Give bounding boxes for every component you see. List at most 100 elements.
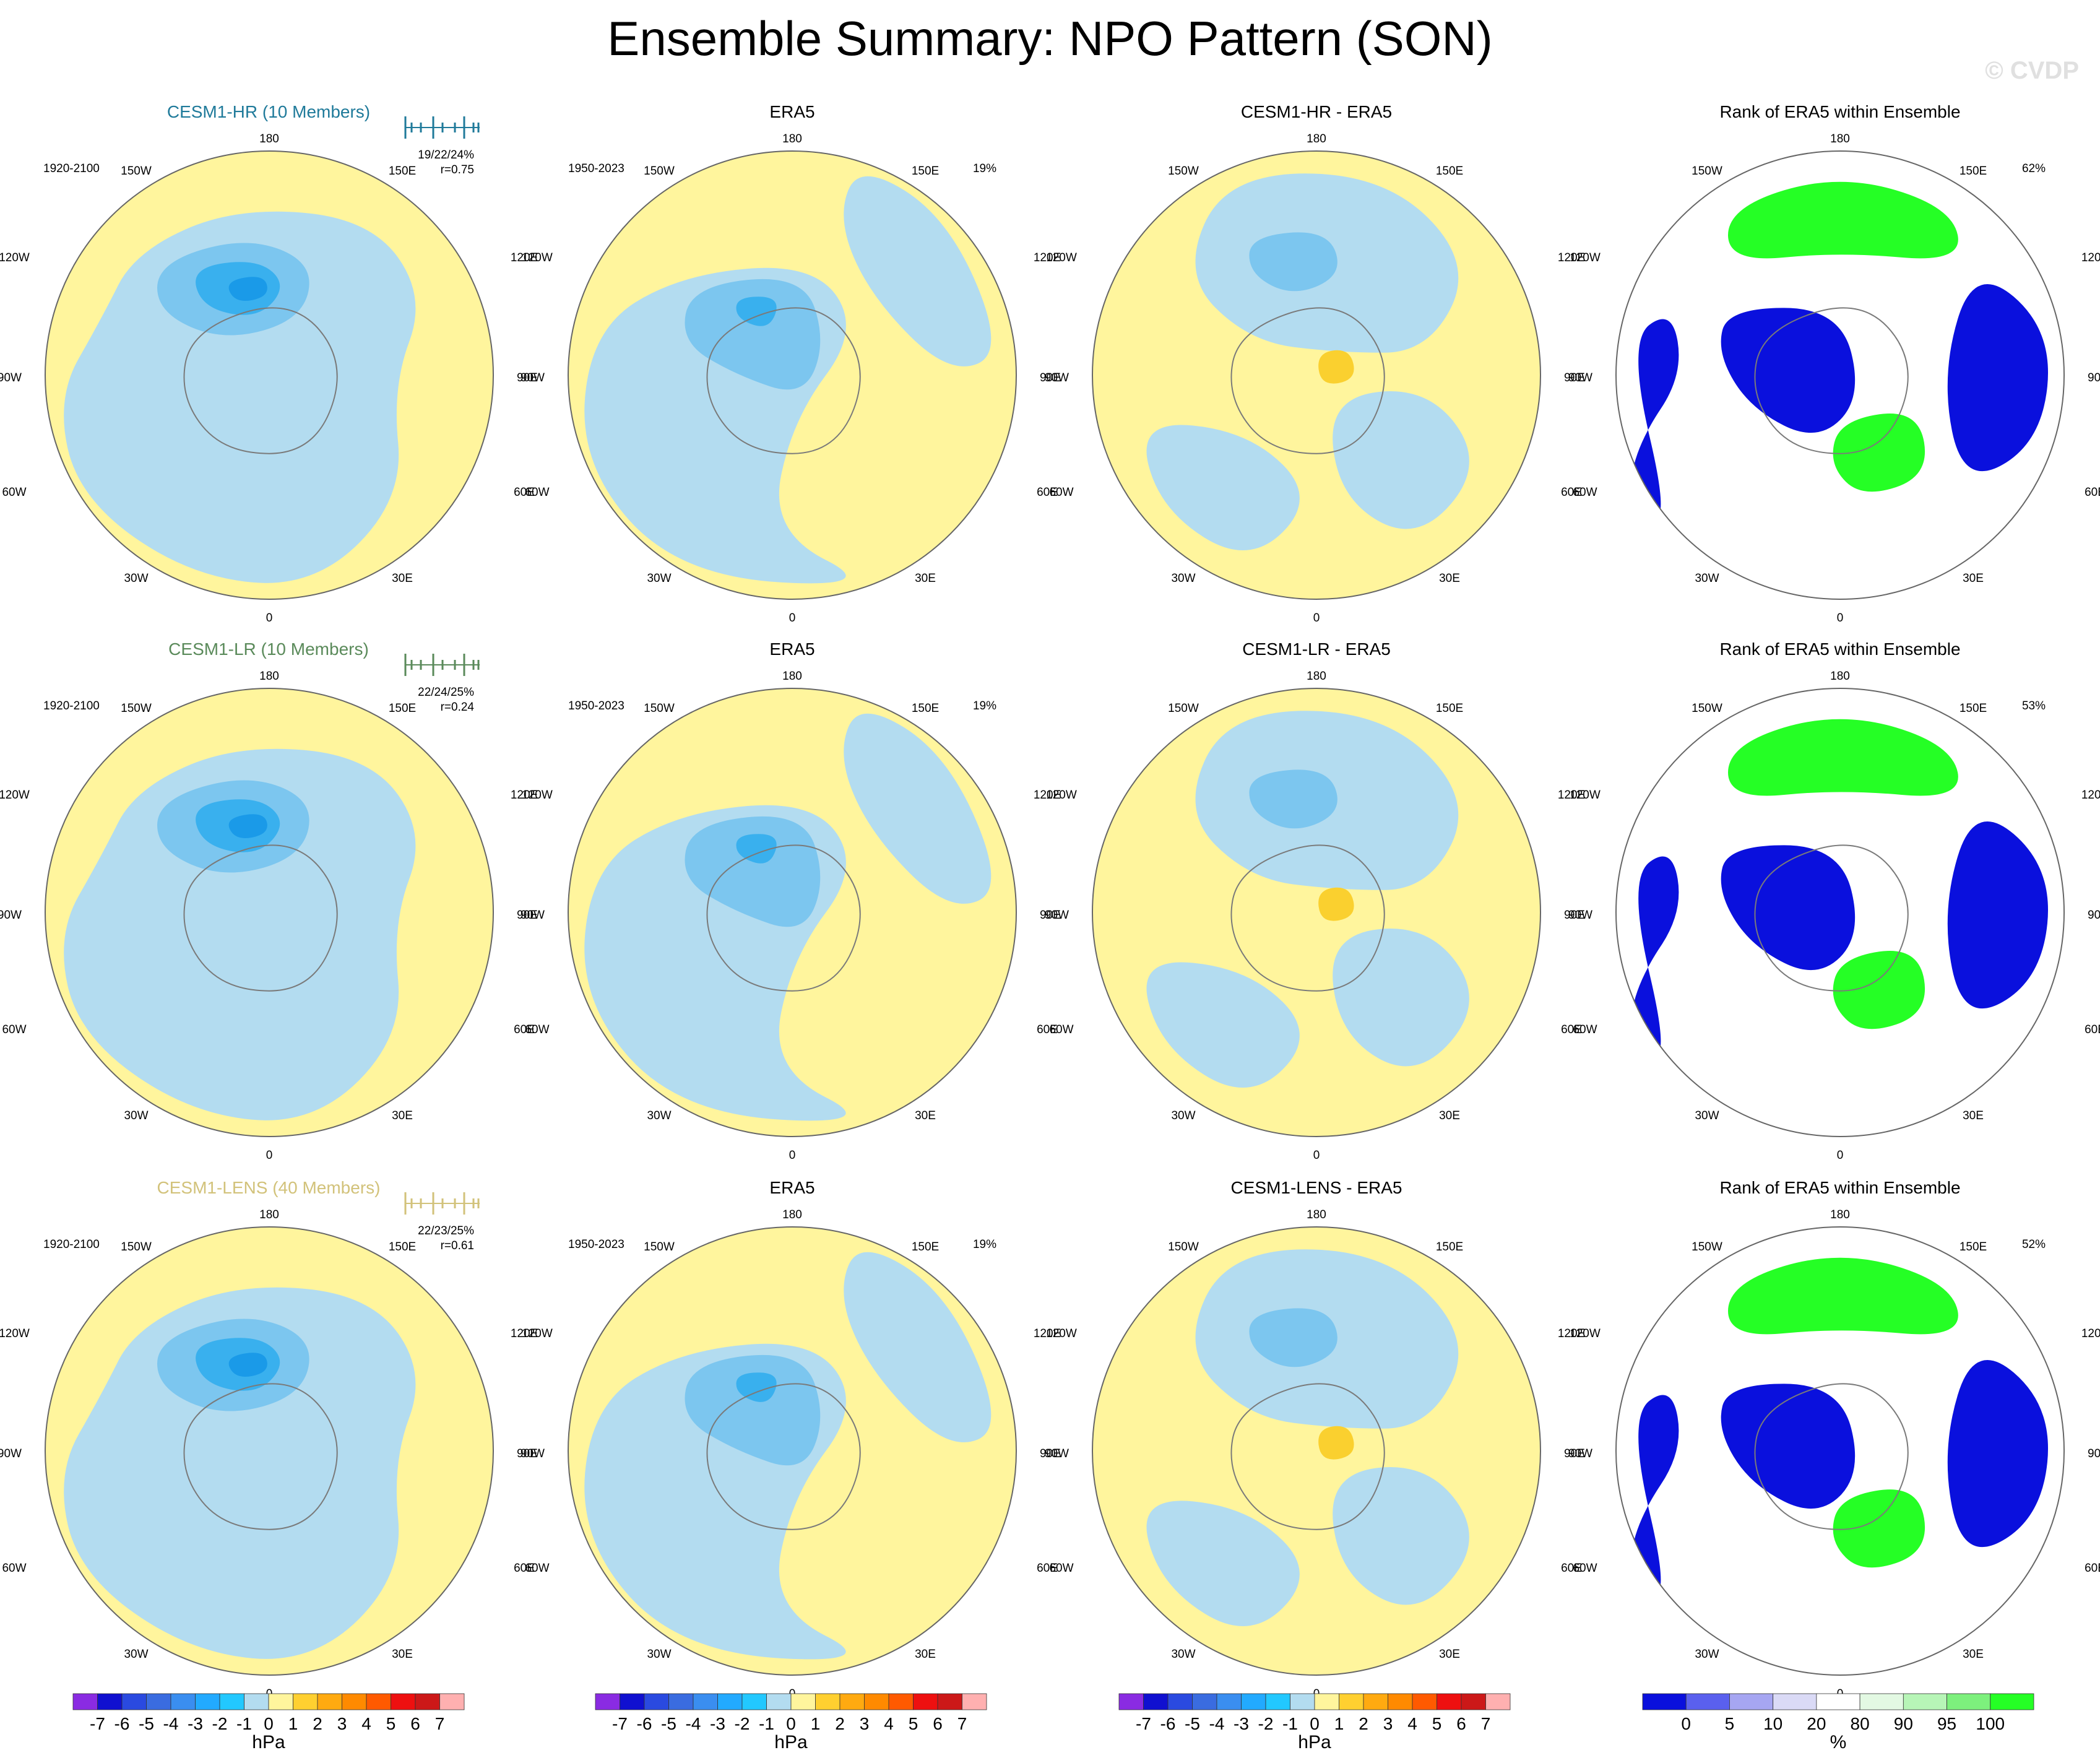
colorbar-swatch: [1216, 1693, 1242, 1710]
map-border: [568, 150, 1017, 600]
colorbar-swatch: [317, 1693, 342, 1710]
contour-region: [1146, 962, 1300, 1088]
colorbar-tick-label: 4: [884, 1714, 894, 1733]
map-panel-rank-r1: 180 0 150W 150E 120W 120E 90W 90E 60W 60E 30W 30E: [1568, 132, 2100, 625]
rank-title: Rank of ERA5 within Ensemble: [1719, 639, 1960, 659]
colorbar-tick-label: -1: [759, 1714, 774, 1733]
lon-label-top: 180: [1830, 132, 1850, 145]
coastline: [1230, 307, 1385, 454]
colorbar-swatch: [195, 1693, 220, 1710]
contour-region: [1721, 308, 1856, 433]
lon-label-90w: 90W: [1045, 909, 1069, 922]
contour-region: [1833, 414, 1925, 492]
watermark: © CVDP: [1985, 57, 2079, 84]
map-border: [1092, 150, 1541, 600]
colorbar-swatch: [1773, 1693, 1817, 1710]
colorbar-tick-label: 95: [1937, 1714, 1956, 1733]
contour-region: [1833, 1489, 1925, 1568]
lon-label-30e: 30E: [392, 1648, 413, 1661]
lon-label-90w: 90W: [1568, 1447, 1592, 1460]
colorbar-swatch: [937, 1693, 962, 1710]
lon-label-120e: 120E: [1558, 789, 1585, 802]
colorbar-swatch: [1118, 1693, 1144, 1710]
contour-region: [1631, 1395, 1679, 1594]
coastline: [183, 307, 338, 454]
colorbar-swatch: [839, 1693, 865, 1710]
contour-region: [1631, 319, 1679, 518]
lon-label-30e: 30E: [1963, 1648, 1984, 1661]
lon-label-150e: 150E: [389, 1241, 416, 1254]
colorbar-swatch: [121, 1693, 147, 1710]
colorbar-swatch: [1314, 1693, 1339, 1710]
lon-label-60w: 60W: [2, 486, 26, 499]
lon-label-120e: 120E: [2081, 1327, 2100, 1340]
lon-label-60e: 60E: [1561, 1023, 1582, 1036]
colorbar-tick-label: 4: [361, 1714, 371, 1733]
lon-label-120w: 120W: [1046, 1327, 1077, 1340]
colorbar-tick-label: 10: [1763, 1714, 1782, 1733]
contour-region: [1721, 1384, 1856, 1509]
colorbar-tick-label: -7: [90, 1714, 105, 1733]
colorbar-tick-label: -5: [661, 1714, 676, 1733]
colorbar-swatch: [146, 1693, 171, 1710]
lon-label-60w: 60W: [2, 1562, 26, 1575]
lon-label-30w: 30W: [647, 1648, 671, 1661]
lon-label-60e: 60E: [2085, 1023, 2100, 1036]
colorbar-tick-label: 2: [313, 1714, 322, 1733]
colorbar-tick-label: -1: [236, 1714, 252, 1733]
colorbar-swatch: [1339, 1693, 1364, 1710]
lon-label-30w: 30W: [647, 572, 671, 585]
colorbar-tick-label: 0: [786, 1714, 796, 1733]
colorbar-swatch: [815, 1693, 840, 1710]
contour-region: [228, 277, 267, 301]
lon-label-60e: 60E: [1037, 486, 1058, 499]
lon-label-120e: 120E: [1558, 1327, 1585, 1340]
colorbar-tick-label: 6: [410, 1714, 420, 1733]
lon-label-150w: 150W: [1168, 1241, 1199, 1254]
lon-label-30e: 30E: [1439, 572, 1460, 585]
lon-label-30w: 30W: [124, 1648, 148, 1661]
lon-label-60w: 60W: [1573, 486, 1597, 499]
lon-label-top: 180: [1307, 1208, 1326, 1221]
pressure-colorbar-1: -7 -6 -5 -4 -3 -2 -1 0 1 2 3 4 5 6 7 hPa: [72, 1693, 465, 1752]
colorbar-tick-label: 80: [1851, 1714, 1870, 1733]
lon-label-30e: 30E: [392, 1109, 413, 1122]
colorbar-tick-label: -3: [188, 1714, 203, 1733]
map-border: [1092, 688, 1541, 1137]
lon-label-90e: 90E: [1564, 1447, 1585, 1460]
colorbar-swatch: [72, 1693, 98, 1710]
lon-label-120w: 120W: [1046, 789, 1077, 802]
colorbar-swatch: [1461, 1693, 1486, 1710]
lon-label-120e: 120E: [1034, 251, 1061, 264]
lon-label-150e: 150E: [389, 702, 416, 715]
colorbar-swatch: [1816, 1693, 1860, 1710]
lon-label-30w: 30W: [1171, 1648, 1195, 1661]
model-period: 1920-2100: [43, 700, 100, 713]
lon-label-120e: 120E: [1558, 251, 1585, 264]
coastline: [183, 844, 338, 992]
lon-label-150e: 150E: [1960, 1241, 1987, 1254]
lon-label-60w: 60W: [525, 486, 549, 499]
lon-label-30w: 30W: [1695, 572, 1719, 585]
colorbar-swatch: [1485, 1693, 1511, 1710]
lon-label-150w: 150W: [644, 702, 675, 715]
colorbar-swatch: [1143, 1693, 1169, 1710]
model-period: 1920-2100: [43, 1238, 100, 1251]
lon-label-150e: 150E: [912, 1241, 939, 1254]
colorbar-swatch: [268, 1693, 293, 1710]
colorbar-tick-label: 5: [1725, 1714, 1735, 1733]
colorbar-swatch: [1437, 1693, 1462, 1710]
colorbar-swatch: [1192, 1693, 1217, 1710]
lon-label-150e: 150E: [389, 165, 416, 178]
lon-label-90w: 90W: [1045, 371, 1069, 384]
colorbar-swatch: [1903, 1693, 1947, 1710]
lon-label-90e: 90E: [1564, 371, 1585, 384]
lon-label-120w: 120W: [522, 789, 553, 802]
rank-pct: 53%: [2022, 700, 2046, 713]
lon-label-150w: 150W: [1692, 702, 1722, 715]
model-r: r=0.61: [441, 1239, 474, 1252]
colorbar-swatch: [1642, 1693, 1687, 1710]
lon-label-120w: 120W: [0, 789, 30, 802]
colorbar-tick-label: -6: [637, 1714, 652, 1733]
